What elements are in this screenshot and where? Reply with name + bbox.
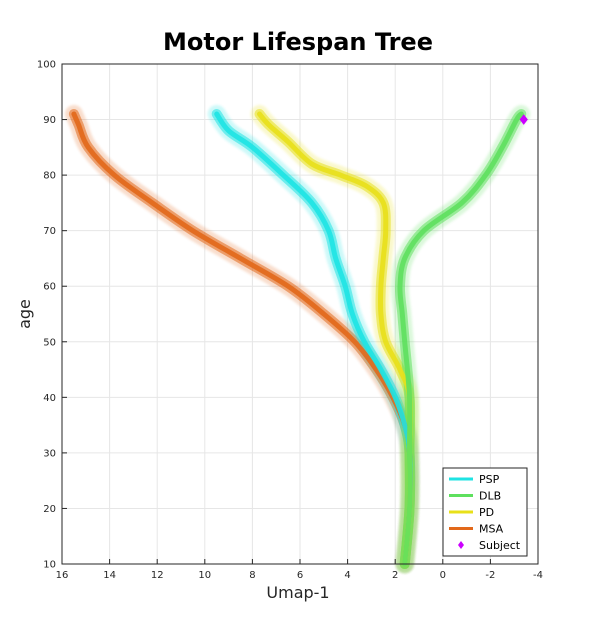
legend-label-dlb: DLB	[479, 490, 501, 503]
y-axis-ticks: 10 20 30 40 50 60 70 80 90 100	[37, 60, 67, 571]
legend-label-subject: Subject	[479, 539, 521, 552]
y-tick-label: 10	[43, 560, 56, 571]
series-lines	[71, 111, 524, 567]
legend-label-pd: PD	[479, 506, 494, 519]
y-tick-label: 50	[43, 337, 56, 348]
y-tick-label: 70	[43, 226, 56, 237]
y-axis-label: age	[15, 299, 34, 329]
x-tick-label: 16	[56, 570, 69, 581]
x-tick-label: 2	[392, 570, 398, 581]
x-tick-label: 6	[297, 570, 303, 581]
subject-marker-layer	[519, 114, 528, 125]
x-axis-ticks: 16 14 12 10 8 6 4 2 0 -2 -4	[56, 559, 543, 581]
legend-swatch-subject	[458, 541, 464, 549]
x-tick-label: 8	[249, 570, 255, 581]
y-tick-label: 60	[43, 282, 56, 293]
x-axis-label: Umap-1	[266, 583, 329, 602]
y-tick-label: 80	[43, 171, 56, 182]
chart-title: Motor Lifespan Tree	[163, 28, 433, 56]
x-tick-label: 14	[103, 570, 116, 581]
x-tick-label: 10	[198, 570, 211, 581]
y-tick-label: 40	[43, 393, 56, 404]
y-tick-label: 30	[43, 448, 56, 459]
x-tick-label: 0	[440, 570, 446, 581]
y-tick-label: 90	[43, 115, 56, 126]
x-tick-label: 4	[344, 570, 350, 581]
legend-label-psp: PSP	[479, 473, 500, 486]
y-tick-label: 100	[37, 60, 56, 71]
legend-label-msa: MSA	[479, 523, 504, 536]
x-tick-label: -2	[485, 570, 495, 581]
series-line-dlb	[397, 111, 524, 567]
y-tick-label: 20	[43, 504, 56, 515]
legend: PSP DLB PD MSA Subject	[442, 467, 528, 557]
subject-marker	[519, 114, 528, 125]
x-tick-label: -4	[533, 570, 543, 581]
x-tick-label: 12	[151, 570, 164, 581]
